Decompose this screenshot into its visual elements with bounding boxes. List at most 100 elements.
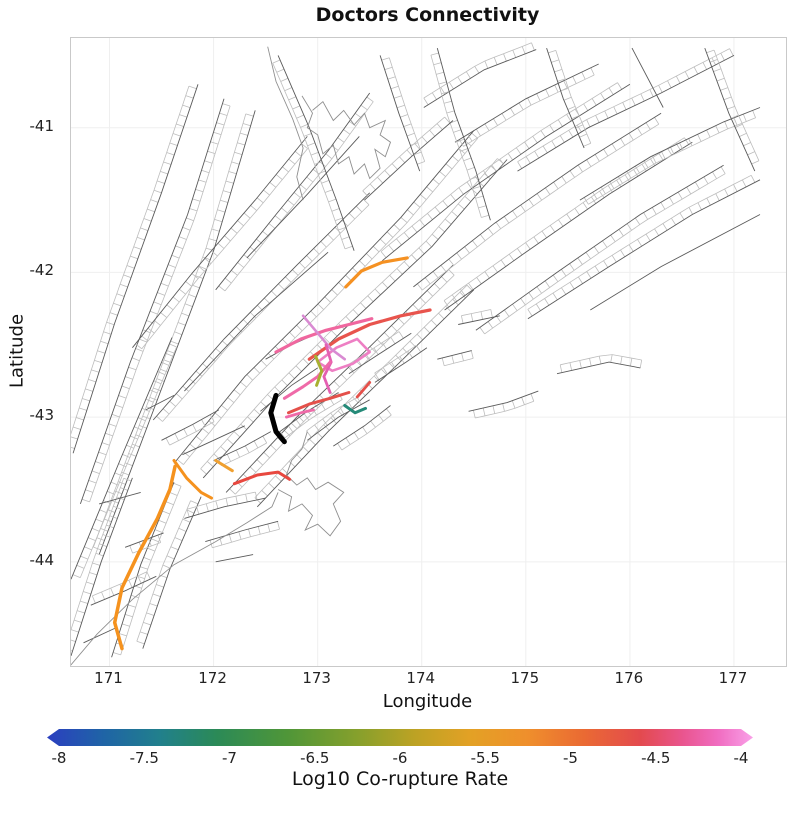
fault-map bbox=[70, 37, 787, 667]
fault-box-rail bbox=[430, 54, 482, 218]
fault-trace bbox=[556, 361, 641, 375]
colorbar-label: Log10 Co-rupture Rate bbox=[291, 768, 509, 790]
fault-trace bbox=[215, 554, 254, 563]
fault-trace bbox=[381, 83, 631, 262]
fault-trace bbox=[246, 136, 360, 259]
fault-box-rungs bbox=[380, 82, 623, 258]
fault-box-rungs bbox=[272, 59, 353, 250]
coastline bbox=[277, 431, 345, 537]
fault-trace bbox=[458, 315, 500, 325]
fault-box-rungs bbox=[527, 175, 756, 317]
fault-trace bbox=[205, 520, 279, 543]
highlighted-fault-violet-diagonal bbox=[301, 314, 346, 361]
fault-trace bbox=[152, 192, 371, 421]
fault-box-rungs bbox=[156, 198, 370, 422]
fault-trace bbox=[379, 55, 421, 172]
fault-box-rungs bbox=[559, 354, 643, 373]
fault-trace bbox=[517, 55, 735, 172]
fault-trace bbox=[173, 130, 475, 464]
x-tick-label: 175 bbox=[510, 669, 540, 687]
highlighted-fault-orange-small bbox=[214, 459, 234, 473]
fault-trace bbox=[260, 367, 318, 412]
fault-box-rungs bbox=[279, 392, 343, 439]
fault-trace bbox=[413, 112, 662, 288]
fault-box-rungs bbox=[337, 408, 392, 451]
colorbar-tick-label: -7.5 bbox=[129, 749, 159, 767]
fault-trace bbox=[71, 477, 133, 657]
fault-box-rungs bbox=[706, 49, 760, 165]
y-tick-label: -43 bbox=[29, 406, 55, 425]
fault-trace bbox=[374, 347, 428, 383]
fault-box-rungs bbox=[186, 492, 258, 518]
colorbar-gradient bbox=[47, 729, 753, 746]
fault-box-rungs bbox=[430, 52, 490, 218]
fault-trace bbox=[277, 55, 355, 251]
fault-box-rungs bbox=[209, 521, 280, 548]
highlighted-fault-teal-short bbox=[343, 404, 367, 415]
fault-trace bbox=[579, 107, 761, 201]
fault-trace bbox=[72, 84, 199, 454]
fault-box-rail bbox=[362, 116, 445, 192]
fault-box-rail bbox=[93, 113, 247, 548]
fault-trace bbox=[437, 350, 472, 360]
fault-trace bbox=[454, 63, 599, 143]
x-tick-label: 172 bbox=[198, 669, 227, 687]
fault-box-rail bbox=[132, 542, 161, 554]
fault-trace bbox=[145, 395, 175, 411]
fault-box-rungs bbox=[479, 166, 726, 335]
fault-trace bbox=[184, 497, 266, 519]
highlighted-fault-rose-near-source bbox=[285, 408, 315, 419]
colorbar-tick-label: -4 bbox=[733, 749, 749, 767]
fault-box-rungs bbox=[517, 48, 734, 169]
fault-box-rungs bbox=[423, 42, 535, 106]
fault-box-rungs bbox=[458, 67, 595, 147]
colorbar-tick-label: -8 bbox=[51, 749, 67, 767]
fault-trace bbox=[71, 337, 173, 580]
x-tick-label: 173 bbox=[302, 669, 331, 687]
fault-box-rungs bbox=[381, 57, 425, 165]
fault-box-rail bbox=[136, 500, 191, 642]
fault-box-rail bbox=[588, 117, 756, 205]
highlighted-fault-orange-mid bbox=[172, 459, 213, 500]
colorbar-tick-label: -5 bbox=[563, 749, 578, 767]
fault-trace bbox=[213, 431, 272, 461]
fault-box-rail bbox=[713, 49, 760, 161]
fault-box-rail bbox=[284, 399, 343, 439]
highlighted-fault-pink-loop bbox=[316, 337, 371, 373]
fault-box-rungs bbox=[135, 143, 308, 350]
fault-box-rungs bbox=[473, 393, 535, 419]
fault-trace bbox=[184, 251, 329, 392]
fault-box-rail bbox=[555, 50, 592, 144]
highlighted-fault-orange-top-arc bbox=[344, 256, 409, 289]
fault-trace bbox=[348, 332, 412, 375]
fault-trace bbox=[631, 47, 664, 108]
fault-box-rungs bbox=[583, 110, 756, 205]
fault-box-rungs bbox=[348, 331, 404, 372]
fault-trace bbox=[215, 92, 371, 291]
highlighted-fault-doctors-source-fault bbox=[268, 392, 287, 445]
fault-trace bbox=[98, 491, 141, 505]
y-axis-ticks: -41 -42 -43 -44 bbox=[0, 37, 62, 665]
fault-trace bbox=[423, 49, 537, 108]
colorbar-tick-label: -7 bbox=[222, 749, 237, 767]
fault-box-rungs bbox=[71, 85, 197, 449]
fault-trace bbox=[225, 264, 454, 493]
fault-trace bbox=[527, 179, 761, 320]
fault-box-rail bbox=[212, 528, 280, 549]
fault-trace bbox=[546, 47, 585, 149]
fault-box-rungs bbox=[81, 103, 231, 503]
colorbar-tick-label: -6 bbox=[392, 749, 408, 767]
fault-box-rail bbox=[380, 82, 618, 252]
colorbar-ticks: -8 -7.5 -7 -6.5 -6 -5.5 -5 -4.5 -4 bbox=[47, 749, 753, 767]
x-tick-label: 171 bbox=[94, 669, 123, 687]
chart-title: Doctors Connectivity bbox=[315, 4, 540, 26]
y-tick-label: -44 bbox=[29, 550, 55, 569]
fault-trace bbox=[307, 399, 370, 441]
x-tick-label: 174 bbox=[406, 669, 436, 687]
highlighted-fault-pink-lower bbox=[282, 360, 332, 400]
fault-box-rungs bbox=[362, 116, 451, 197]
highlighted-fault-magenta-squiggle bbox=[322, 343, 333, 394]
fault-trace bbox=[98, 110, 256, 555]
fault-box-rungs bbox=[441, 350, 474, 366]
fault-trace bbox=[364, 120, 454, 201]
